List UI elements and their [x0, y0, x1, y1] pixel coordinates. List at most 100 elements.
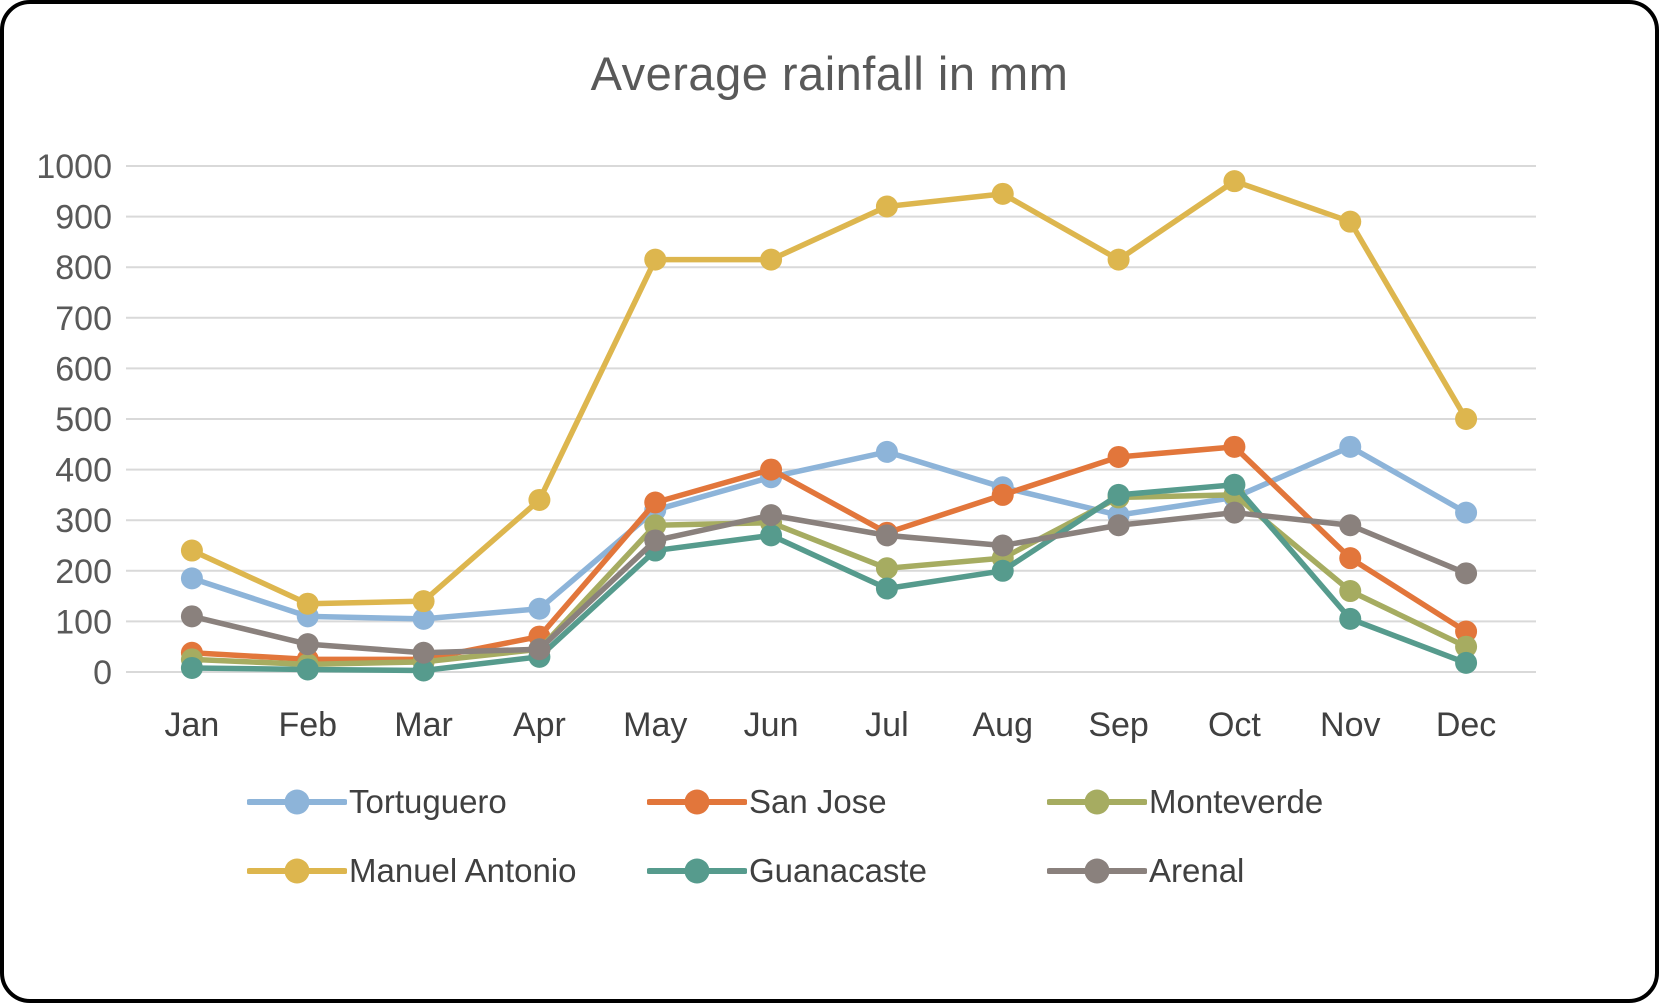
legend-marker-icon [647, 789, 747, 815]
legend-label: Monteverde [1149, 783, 1324, 820]
x-axis-tick-label: Apr [513, 706, 566, 744]
y-axis-tick-label: 200 [55, 553, 112, 591]
series-arenal [180, 501, 1478, 664]
data-point-marker [1339, 607, 1362, 630]
legend-label: San Jose [749, 783, 887, 820]
series-san-jose [180, 435, 1478, 671]
data-point-marker [1339, 580, 1362, 603]
y-axis-tick-label: 300 [55, 502, 112, 540]
data-point-marker [1339, 210, 1362, 233]
data-point-marker [412, 641, 435, 664]
x-axis-tick-label: Jan [165, 706, 220, 744]
data-point-marker [991, 559, 1014, 582]
y-axis-tick-label: 100 [55, 603, 112, 641]
data-point-marker [760, 248, 783, 271]
legend-label: Guanacaste [749, 852, 927, 889]
data-point-marker [1455, 635, 1478, 658]
legend-item-monteverde: Monteverde [1047, 783, 1447, 821]
data-point-marker [875, 195, 898, 218]
x-axis-tick-label: Mar [394, 706, 453, 744]
data-point-marker [528, 638, 551, 661]
data-point-marker [1107, 483, 1130, 506]
data-point-marker [412, 659, 435, 682]
legend-label: Tortuguero [349, 783, 507, 820]
data-point-marker [760, 504, 783, 527]
legend-marker-icon [247, 858, 347, 884]
data-point-marker [991, 483, 1014, 506]
data-point-marker [875, 440, 898, 463]
y-axis-tick-label: 400 [55, 452, 112, 490]
x-axis-tick-label: Jul [865, 706, 908, 744]
data-point-marker [1455, 562, 1478, 585]
data-point-marker [1107, 514, 1130, 537]
y-axis-tick-label: 500 [55, 401, 112, 439]
legend-marker-icon [1047, 858, 1147, 884]
x-axis-tick-label: Nov [1320, 706, 1380, 744]
data-point-marker [180, 656, 203, 679]
legend-item-tortuguero: Tortuguero [247, 783, 647, 821]
data-point-marker [1455, 620, 1478, 643]
data-point-marker [1339, 547, 1362, 570]
data-point-marker [412, 607, 435, 630]
series-line [189, 444, 1469, 663]
data-point-marker [296, 633, 319, 656]
data-point-marker [1223, 170, 1246, 193]
data-point-marker [528, 597, 551, 620]
data-point-marker [875, 557, 898, 580]
data-point-marker [1455, 501, 1478, 524]
data-point-marker [875, 577, 898, 600]
data-point-marker [528, 488, 551, 511]
legend-item-san-jose: San Jose [647, 783, 1047, 821]
series-line [189, 509, 1469, 656]
data-point-marker [991, 534, 1014, 557]
data-point-marker [1223, 435, 1246, 458]
x-axis-tick-label: Feb [278, 706, 337, 744]
legend-label: Arenal [1149, 852, 1245, 889]
x-axis-tick-label: Oct [1208, 706, 1261, 744]
data-point-marker [1339, 514, 1362, 537]
legend-marker-icon [247, 789, 347, 815]
data-point-marker [1223, 473, 1246, 496]
data-point-marker [760, 458, 783, 481]
series-manuel-antonio [180, 170, 1478, 615]
y-axis-tick-label: 600 [55, 350, 112, 388]
data-point-marker [644, 248, 667, 271]
series-line [189, 444, 1469, 622]
legend-item-guanacaste: Guanacaste [647, 852, 1047, 890]
data-point-marker [296, 658, 319, 681]
x-axis-tick-label: Aug [973, 706, 1034, 744]
legend-item-manuel-antonio: Manuel Antonio [247, 852, 647, 890]
data-point-marker [644, 529, 667, 552]
data-point-marker [1107, 248, 1130, 271]
data-point-marker [1107, 445, 1130, 468]
data-point-marker [180, 539, 203, 562]
data-point-marker [1455, 651, 1478, 674]
data-point-marker [1223, 501, 1246, 524]
y-axis-tick-label: 900 [55, 199, 112, 237]
data-point-marker [644, 514, 667, 537]
data-point-marker [644, 491, 667, 514]
data-point-marker [296, 592, 319, 615]
series-line [189, 178, 1469, 607]
legend-marker-icon [647, 858, 747, 884]
legend-label: Manuel Antonio [349, 852, 577, 889]
data-point-marker [180, 605, 203, 628]
data-point-marker [760, 524, 783, 547]
x-axis-tick-label: Jun [744, 706, 799, 744]
y-axis-tick-label: 0 [93, 654, 112, 692]
x-axis-tick-label: Sep [1088, 706, 1149, 744]
series-guanacaste [180, 473, 1478, 682]
legend-marker-icon [1047, 789, 1147, 815]
data-point-marker [412, 590, 435, 613]
legend-item-arenal: Arenal [1047, 852, 1447, 890]
chart-title: Average rainfall in mm [590, 47, 1069, 100]
y-axis-tick-label: 800 [55, 249, 112, 287]
line-chart-plot-area: 0 100 200 300 400 500 600 700 800 900 1000 Jan Feb Ma… [36, 148, 1536, 744]
y-axis-tick-label: 700 [55, 300, 112, 338]
chart-legend: Tortuguero San Jose Monteverde Manuel Anton… [247, 776, 1447, 897]
data-point-marker [1339, 435, 1362, 458]
data-point-marker [875, 524, 898, 547]
data-point-marker [991, 182, 1014, 205]
series-line [189, 482, 1469, 674]
